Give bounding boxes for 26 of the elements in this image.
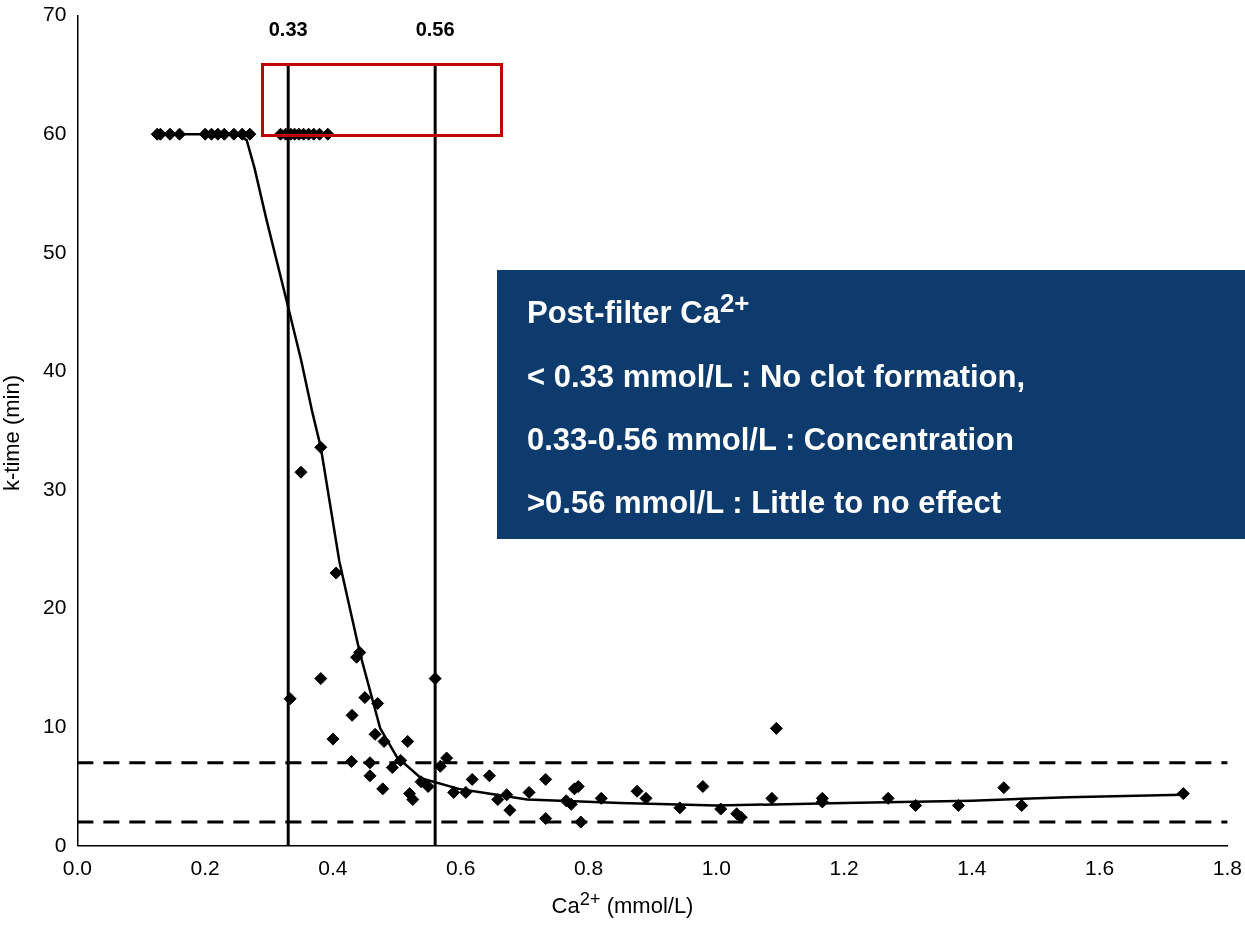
x-tick-label: 1.2 <box>829 856 859 880</box>
y-tick-label: 50 <box>43 239 67 263</box>
x-tick-label: 1.0 <box>701 856 731 880</box>
x-tick-label: 0.2 <box>190 856 220 880</box>
annotation: 0.33-0.56 mmol/L : Concentration <box>527 420 1015 458</box>
x-tick-label: 0.6 <box>446 856 476 880</box>
x-tick-label: 0.8 <box>573 856 604 880</box>
ref-line-label: 0.33 <box>268 18 308 41</box>
y-tick-label: 10 <box>43 714 67 737</box>
y-tick-label: 0 <box>54 832 67 856</box>
ref-line-label: 0.56 <box>415 18 455 41</box>
x-tick-label: 1.4 <box>957 856 987 880</box>
x-tick-label: 0.0 <box>62 856 92 880</box>
annotation: >0.56 mmol/L : Little to no effect <box>527 483 1002 522</box>
y-tick-label: 30 <box>43 476 67 500</box>
x-axis-title: Ca$^{2+}$ (mmol/L) <box>550 888 695 920</box>
y-axis-title: k-time (min) <box>0 373 25 494</box>
y-tick-label: 20 <box>43 595 67 619</box>
y-tick-label: 40 <box>43 358 67 382</box>
x-tick-label: 0.4 <box>318 856 348 880</box>
annotation: Post-filter Ca$^{2+}$ <box>527 288 751 332</box>
y-tick-label: 60 <box>43 121 67 144</box>
annotation: < 0.33 mmol/L : No clot formation, <box>527 357 1027 395</box>
x-tick-label: 1.8 <box>1212 856 1243 880</box>
x-tick-label: 1.6 <box>1085 856 1115 880</box>
y-tick-label: 70 <box>43 2 67 26</box>
